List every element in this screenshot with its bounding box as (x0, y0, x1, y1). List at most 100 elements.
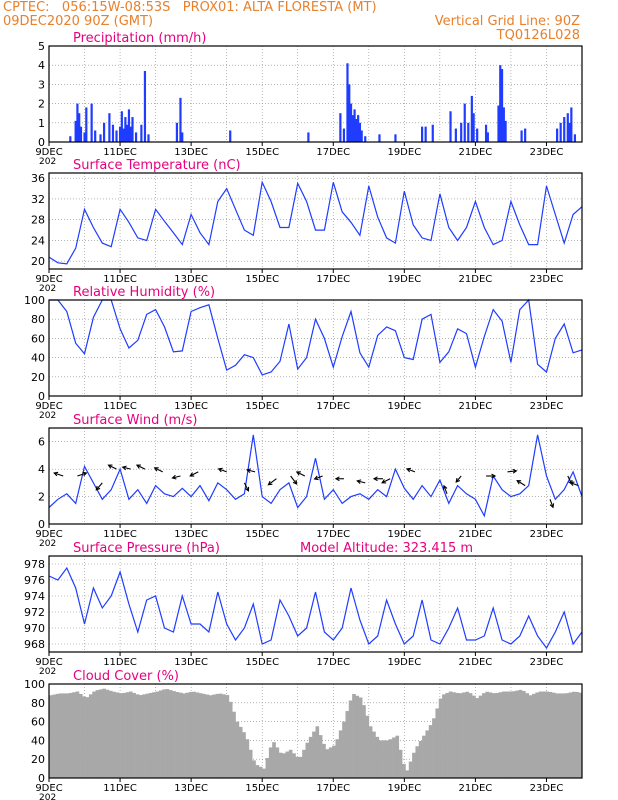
wind-arrow (406, 468, 416, 473)
precip-bar (99, 134, 102, 142)
cloud-column (222, 694, 226, 778)
cloud-column (132, 692, 136, 778)
cloud-column (195, 692, 200, 778)
precip-bar (500, 69, 504, 142)
cloud-column (272, 742, 276, 778)
precip-x-tick-label: 23DEC (530, 147, 564, 158)
cloud-column (412, 752, 416, 778)
header-vertical-grid: Vertical Grid Line: 90Z (434, 14, 580, 29)
cloud-column (498, 692, 503, 778)
precip-bar (570, 107, 573, 142)
cloud-column (438, 698, 443, 778)
precip-bar (69, 136, 72, 142)
precip-bar (355, 118, 358, 142)
cloud-column (348, 700, 353, 778)
wind-arrow (357, 480, 366, 484)
precip-bar (229, 130, 232, 142)
pressure-y-tick-label: 970 (24, 622, 45, 635)
cloud-column (318, 735, 323, 778)
humidity-year-fragment: 202 (39, 411, 56, 421)
precip-bar (449, 111, 452, 142)
precip-bar (563, 117, 566, 142)
precip-bar (147, 134, 150, 142)
cloud-column (198, 693, 203, 778)
cloud-column (492, 693, 496, 778)
cloud-column (312, 731, 316, 778)
precip-bar (360, 130, 363, 142)
humidity-y-tick-label: 0 (38, 390, 45, 403)
pressure-line (48, 566, 583, 650)
cloud-column (368, 726, 373, 778)
cloud-column (482, 693, 486, 778)
cloud-x-tick-label: 21DEC (459, 783, 493, 794)
cloud-column (172, 691, 176, 778)
cloud-x-tick-label: 19DEC (387, 783, 421, 794)
wind-arrow-head (267, 480, 273, 486)
humidity-x-tick-label: 15DEC (245, 401, 279, 412)
cloud-column (138, 695, 143, 778)
cloud-column (242, 732, 246, 778)
precip-bar (520, 130, 523, 142)
wind-y-tick-label: 6 (38, 436, 45, 449)
cloud-column (478, 695, 483, 778)
precip-bar (357, 115, 360, 142)
wind-arrow-head (295, 471, 301, 476)
cloud-column (365, 715, 370, 778)
wind-arrow-head (153, 467, 159, 472)
cloud-column (305, 742, 310, 778)
precip-bar (378, 134, 381, 142)
wind-arrow (154, 467, 163, 473)
precip-bar (358, 122, 362, 142)
wind-arrow (77, 472, 87, 477)
humidity-y-tick-label: 20 (31, 371, 45, 384)
humidity-x-tick-label: 13DEC (174, 401, 208, 412)
humidity-x-tick-label: 9DEC (35, 401, 62, 412)
cloud-column (308, 736, 313, 778)
cloud-column (395, 735, 400, 778)
cloud-column (52, 694, 56, 778)
cloud-column (218, 693, 223, 778)
humidity-y-tick-label: 100 (24, 294, 45, 307)
cloud-column (555, 693, 559, 778)
cloud-column (175, 691, 180, 778)
cloud-column (342, 721, 346, 778)
cloud-column (102, 688, 106, 778)
cloud-column (78, 693, 83, 778)
cloud-column (402, 763, 406, 778)
wind-arrow-head (292, 479, 298, 485)
precip-bar (349, 103, 353, 142)
wind-arrow (246, 469, 256, 473)
wind-arrow-head (189, 472, 195, 477)
wind-panel-frame (48, 427, 583, 525)
cloud-column (392, 737, 396, 778)
humidity-x-tick-label: 21DEC (459, 401, 493, 412)
precip-bar (85, 107, 88, 142)
precip-bar (131, 117, 134, 142)
header-station: CPTEC: 056:15W-08:53S PROX01: ALTA FLORE… (3, 0, 377, 15)
wind-arrow (218, 468, 227, 473)
wind-arrow (243, 482, 249, 492)
pressure-x-tick-label: 9DEC (35, 657, 62, 668)
precip-bar (307, 132, 310, 142)
cloud-column (422, 735, 426, 778)
pressure-panel-frame (48, 555, 583, 653)
precip-bar (351, 115, 354, 142)
temperature-x-tick-label: 13DEC (174, 274, 208, 285)
temperature-y-tick-label: 24 (31, 234, 45, 247)
precip-bar (122, 128, 125, 142)
wind-arrow-head (217, 467, 223, 473)
wind-arrow-head (82, 471, 88, 477)
cloud-column (522, 691, 526, 778)
humidity-x-tick-label: 11DEC (103, 401, 137, 412)
cloud-column (208, 695, 213, 778)
cloud-panel-frame (48, 683, 583, 779)
cloud-column (178, 692, 183, 778)
cloud-column (158, 690, 163, 778)
cloud-column (445, 692, 450, 778)
cloud-column (468, 693, 473, 778)
cloud-column (92, 691, 96, 778)
cloud-column (168, 690, 173, 778)
temperature-y-tick-label: 36 (31, 172, 45, 185)
pressure-year-fragment: 202 (39, 667, 56, 677)
cloud-column (188, 691, 193, 778)
